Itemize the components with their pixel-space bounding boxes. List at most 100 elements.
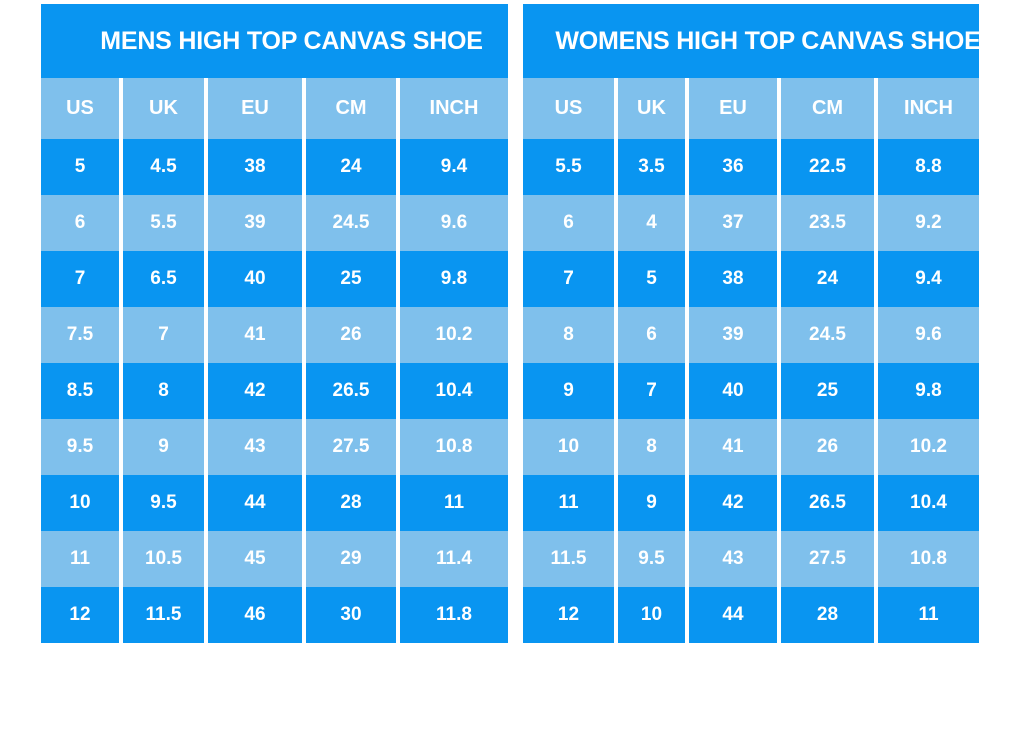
size-cell: 10 [523, 419, 614, 475]
size-cell: 10.5 [123, 531, 204, 587]
size-cell: 11 [400, 475, 508, 531]
size-cell: 6 [618, 307, 685, 363]
size-cell: 22.5 [781, 139, 874, 195]
size-cell: 26.5 [781, 475, 874, 531]
table-row: 9 7 40 25 9.8 [523, 363, 979, 419]
size-cell: 9.5 [123, 475, 204, 531]
size-cell: 36 [689, 139, 777, 195]
size-cell: 11.8 [400, 587, 508, 643]
size-cell: 7 [618, 363, 685, 419]
size-cell: 23.5 [781, 195, 874, 251]
size-cell: 7 [41, 251, 119, 307]
size-cell: 8.5 [41, 363, 119, 419]
table-row: 12 11.5 46 30 11.8 [41, 587, 508, 643]
column-header-eu: EU [208, 78, 302, 139]
womens-table-grid: US UK EU CM INCH 5.5 3.5 36 22.5 8.8 6 4 37 23.5 9.2 7 5… [523, 78, 979, 643]
size-cell: 26 [781, 419, 874, 475]
size-cell: 39 [208, 195, 302, 251]
size-cell: 9.5 [41, 419, 119, 475]
size-cell: 7 [523, 251, 614, 307]
table-row: 5.5 3.5 36 22.5 8.8 [523, 139, 979, 195]
size-cell: 29 [306, 531, 396, 587]
size-cell: 5 [618, 251, 685, 307]
size-cell: 8.8 [878, 139, 979, 195]
womens-size-chart: WOMENS HIGH TOP CANVAS SHOE US UK EU CM INCH… [523, 4, 981, 643]
size-cell: 28 [306, 475, 396, 531]
size-cell: 10 [618, 587, 685, 643]
size-cell: 30 [306, 587, 396, 643]
table-row: 12 10 44 28 11 [523, 587, 979, 643]
size-cell: 12 [523, 587, 614, 643]
size-cell: 39 [689, 307, 777, 363]
size-cell: 9.4 [878, 251, 979, 307]
size-cell: 4 [618, 195, 685, 251]
size-cell: 38 [208, 139, 302, 195]
size-cell: 6 [523, 195, 614, 251]
size-cell: 43 [208, 419, 302, 475]
size-cell: 24.5 [781, 307, 874, 363]
size-cell: 26.5 [306, 363, 396, 419]
size-cell: 9.6 [400, 195, 508, 251]
size-cell: 9.4 [400, 139, 508, 195]
size-cell: 40 [208, 251, 302, 307]
table-row: 8 6 39 24.5 9.6 [523, 307, 979, 363]
size-cell: 41 [689, 419, 777, 475]
size-cell: 44 [208, 475, 302, 531]
size-cell: 27.5 [306, 419, 396, 475]
size-cell: 7.5 [41, 307, 119, 363]
size-cell: 9.2 [878, 195, 979, 251]
size-cell: 10.2 [878, 419, 979, 475]
size-cell: 8 [123, 363, 204, 419]
table-row: 10 9.5 44 28 11 [41, 475, 508, 531]
column-header-us: US [523, 78, 614, 139]
table-row: 10 8 41 26 10.2 [523, 419, 979, 475]
size-cell: 10 [41, 475, 119, 531]
column-header-uk: UK [123, 78, 204, 139]
size-cell: 10.8 [400, 419, 508, 475]
size-cell: 12 [41, 587, 119, 643]
size-cell: 7 [123, 307, 204, 363]
size-cell: 42 [689, 475, 777, 531]
size-cell: 40 [689, 363, 777, 419]
size-cell: 24 [306, 139, 396, 195]
column-header-uk: UK [618, 78, 685, 139]
size-cell: 28 [781, 587, 874, 643]
size-cell: 42 [208, 363, 302, 419]
size-cell: 8 [523, 307, 614, 363]
size-cell: 10.4 [878, 475, 979, 531]
size-cell: 5.5 [523, 139, 614, 195]
table-row: 11 10.5 45 29 11.4 [41, 531, 508, 587]
size-cell: 11 [878, 587, 979, 643]
table-row: 7 5 38 24 9.4 [523, 251, 979, 307]
size-cell: 6.5 [123, 251, 204, 307]
size-cell: 9.8 [400, 251, 508, 307]
size-cell: 8 [618, 419, 685, 475]
size-cell: 11.4 [400, 531, 508, 587]
column-header-inch: INCH [878, 78, 979, 139]
size-cell: 9 [123, 419, 204, 475]
table-row: 8.5 8 42 26.5 10.4 [41, 363, 508, 419]
size-cell: 3.5 [618, 139, 685, 195]
size-cell: 37 [689, 195, 777, 251]
table-row: 7.5 7 41 26 10.2 [41, 307, 508, 363]
size-cell: 5 [41, 139, 119, 195]
column-header-inch: INCH [400, 78, 508, 139]
table-row: 11.5 9.5 43 27.5 10.8 [523, 531, 979, 587]
size-cell: 9 [618, 475, 685, 531]
size-cell: 9 [523, 363, 614, 419]
size-cell: 43 [689, 531, 777, 587]
size-cell: 11 [41, 531, 119, 587]
size-cell: 10.8 [878, 531, 979, 587]
table-row: 6 5.5 39 24.5 9.6 [41, 195, 508, 251]
mens-table-title-band: MENS HIGH TOP CANVAS SHOE [41, 4, 508, 78]
size-cell: 38 [689, 251, 777, 307]
size-cell: 24 [781, 251, 874, 307]
size-cell: 45 [208, 531, 302, 587]
size-cell: 26 [306, 307, 396, 363]
mens-size-chart: MENS HIGH TOP CANVAS SHOE US UK EU CM INCH 5 4… [41, 4, 508, 643]
mens-table-grid: US UK EU CM INCH 5 4.5 38 24 9.4 6 5.5 39 24.5 9.6 7 6.5… [41, 78, 508, 643]
size-cell: 44 [689, 587, 777, 643]
size-cell: 9.5 [618, 531, 685, 587]
table-row: 11 9 42 26.5 10.4 [523, 475, 979, 531]
